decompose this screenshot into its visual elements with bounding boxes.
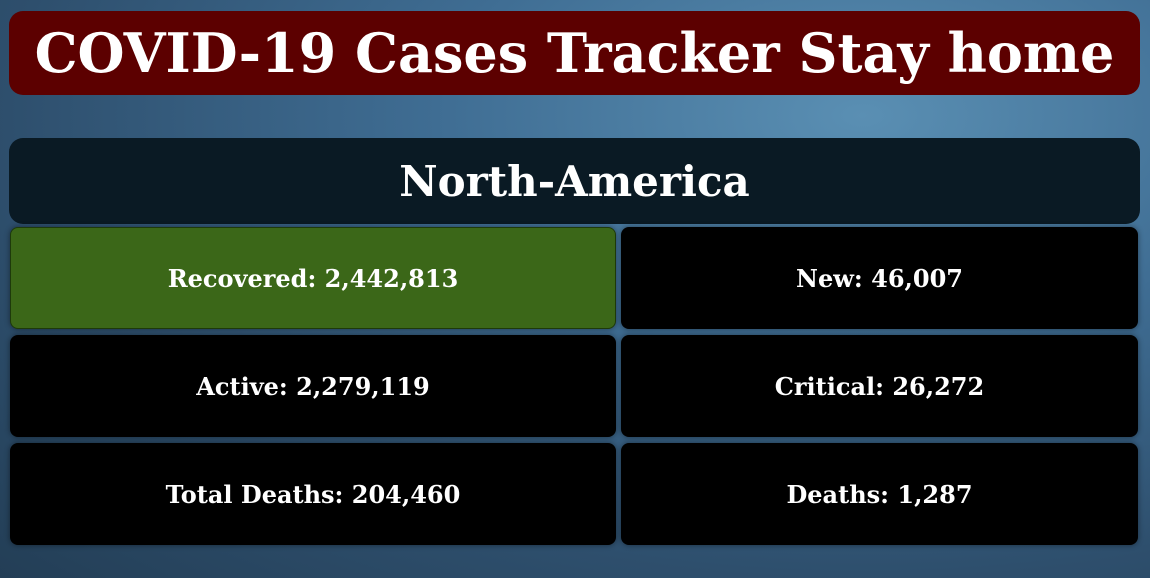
new-cases-card: New: 46,007 — [621, 227, 1138, 329]
active-card: Active: 2,279,119 — [10, 335, 616, 437]
active-stat: Active: 2,279,119 — [196, 371, 430, 401]
page-title: COVID-19 Cases Tracker Stay home — [34, 21, 1115, 85]
total-deaths-stat: Total Deaths: 204,460 — [165, 479, 461, 509]
page-header: COVID-19 Cases Tracker Stay home — [9, 11, 1140, 95]
deaths-card: Deaths: 1,287 — [621, 443, 1138, 545]
deaths-stat: Deaths: 1,287 — [786, 479, 973, 509]
critical-card: Critical: 26,272 — [621, 335, 1138, 437]
recovered-stat: Recovered: 2,442,813 — [167, 263, 459, 293]
total-deaths-card: Total Deaths: 204,460 — [10, 443, 616, 545]
recovered-card: Recovered: 2,442,813 — [10, 227, 616, 329]
region-title: North-America — [399, 156, 750, 206]
region-banner: North-America — [9, 138, 1140, 224]
new-cases-stat: New: 46,007 — [796, 263, 963, 293]
critical-stat: Critical: 26,272 — [774, 371, 985, 401]
